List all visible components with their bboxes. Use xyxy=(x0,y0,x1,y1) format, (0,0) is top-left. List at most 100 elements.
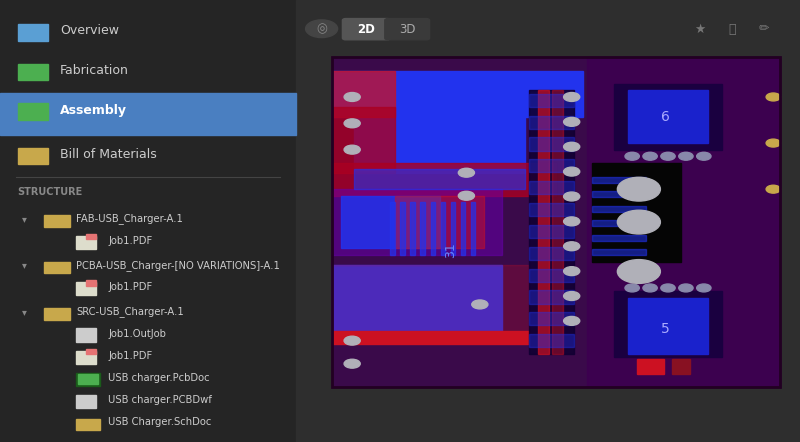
Bar xyxy=(614,84,722,150)
Text: Job1.PDF: Job1.PDF xyxy=(108,351,152,361)
Bar xyxy=(529,115,574,129)
Bar xyxy=(421,202,425,255)
Circle shape xyxy=(643,284,658,292)
Bar xyxy=(529,247,574,260)
Bar xyxy=(538,90,550,354)
Circle shape xyxy=(344,359,360,368)
Bar xyxy=(86,349,96,354)
Circle shape xyxy=(564,142,580,151)
Bar xyxy=(332,107,394,173)
Circle shape xyxy=(625,152,639,160)
Text: STRUCTURE: STRUCTURE xyxy=(18,187,83,197)
Circle shape xyxy=(564,267,580,276)
Text: 5: 5 xyxy=(662,322,670,336)
Circle shape xyxy=(564,217,580,226)
Text: Job1.PDF: Job1.PDF xyxy=(108,236,152,246)
Text: ✏: ✏ xyxy=(758,23,770,36)
Text: 3D: 3D xyxy=(399,23,415,36)
Bar xyxy=(410,202,415,255)
Bar xyxy=(430,202,435,255)
Bar xyxy=(587,57,780,387)
Circle shape xyxy=(344,119,360,128)
Bar xyxy=(18,64,48,80)
Circle shape xyxy=(344,336,360,345)
Circle shape xyxy=(661,284,675,292)
Circle shape xyxy=(697,152,711,160)
Bar xyxy=(529,137,574,151)
Bar xyxy=(637,359,663,373)
Bar xyxy=(332,71,583,117)
Bar xyxy=(529,225,574,238)
Circle shape xyxy=(564,118,580,126)
Text: ▾: ▾ xyxy=(22,214,26,224)
Bar xyxy=(332,265,529,337)
Bar xyxy=(18,148,48,164)
Circle shape xyxy=(618,177,660,201)
Bar xyxy=(78,374,98,384)
Bar xyxy=(394,196,484,248)
Text: ▾: ▾ xyxy=(22,260,26,270)
Text: 31: 31 xyxy=(444,242,458,258)
Bar xyxy=(592,177,646,183)
Bar xyxy=(76,419,100,430)
Text: ◎: ◎ xyxy=(316,22,327,35)
Bar xyxy=(332,163,556,196)
Circle shape xyxy=(766,185,781,193)
Bar xyxy=(592,249,646,255)
Bar xyxy=(529,90,574,354)
Circle shape xyxy=(564,92,580,101)
Bar xyxy=(529,290,574,304)
Bar xyxy=(44,308,70,320)
Circle shape xyxy=(564,242,580,251)
Bar xyxy=(673,359,690,373)
Text: USB charger.PcbDoc: USB charger.PcbDoc xyxy=(108,373,210,383)
Text: ▾: ▾ xyxy=(22,307,26,316)
Text: Fabrication: Fabrication xyxy=(60,64,129,77)
Text: Assembly: Assembly xyxy=(60,104,127,117)
Bar xyxy=(592,206,646,212)
Bar xyxy=(332,71,394,117)
Text: 6: 6 xyxy=(662,110,670,124)
Text: 2D: 2D xyxy=(358,23,375,36)
Text: ★: ★ xyxy=(694,23,706,36)
Bar xyxy=(628,90,708,143)
Bar xyxy=(529,268,574,282)
Bar xyxy=(0,0,296,442)
Bar xyxy=(450,202,455,255)
Bar xyxy=(592,191,646,197)
Circle shape xyxy=(618,259,660,283)
Circle shape xyxy=(472,300,488,309)
Bar xyxy=(76,373,100,386)
Circle shape xyxy=(697,284,711,292)
Text: Bill of Materials: Bill of Materials xyxy=(60,148,157,161)
Circle shape xyxy=(306,20,338,38)
Text: Job1.PDF: Job1.PDF xyxy=(108,282,152,292)
FancyBboxPatch shape xyxy=(385,19,430,40)
Bar xyxy=(332,57,780,387)
Bar xyxy=(44,262,70,273)
Bar xyxy=(551,90,562,354)
Bar xyxy=(441,202,445,255)
Text: USB charger.PCBDwf: USB charger.PCBDwf xyxy=(108,395,212,405)
Circle shape xyxy=(766,93,781,101)
Bar xyxy=(86,280,96,286)
Circle shape xyxy=(564,292,580,301)
Text: FAB-USB_Charger-A.1: FAB-USB_Charger-A.1 xyxy=(76,213,183,224)
Bar xyxy=(529,181,574,194)
Bar xyxy=(76,351,96,364)
Bar xyxy=(592,163,682,262)
Bar xyxy=(332,265,502,337)
Bar xyxy=(296,0,800,442)
Circle shape xyxy=(458,191,474,200)
Bar xyxy=(0,93,296,135)
Text: SRC-USB_Charger-A.1: SRC-USB_Charger-A.1 xyxy=(76,306,184,317)
Circle shape xyxy=(564,167,580,176)
Circle shape xyxy=(564,316,580,325)
Bar xyxy=(400,202,405,255)
Bar xyxy=(592,235,646,240)
Text: USB Charger.SchDoc: USB Charger.SchDoc xyxy=(108,417,211,427)
Bar xyxy=(354,169,525,189)
Bar xyxy=(76,282,96,295)
Bar xyxy=(354,107,525,173)
Bar xyxy=(461,202,466,255)
